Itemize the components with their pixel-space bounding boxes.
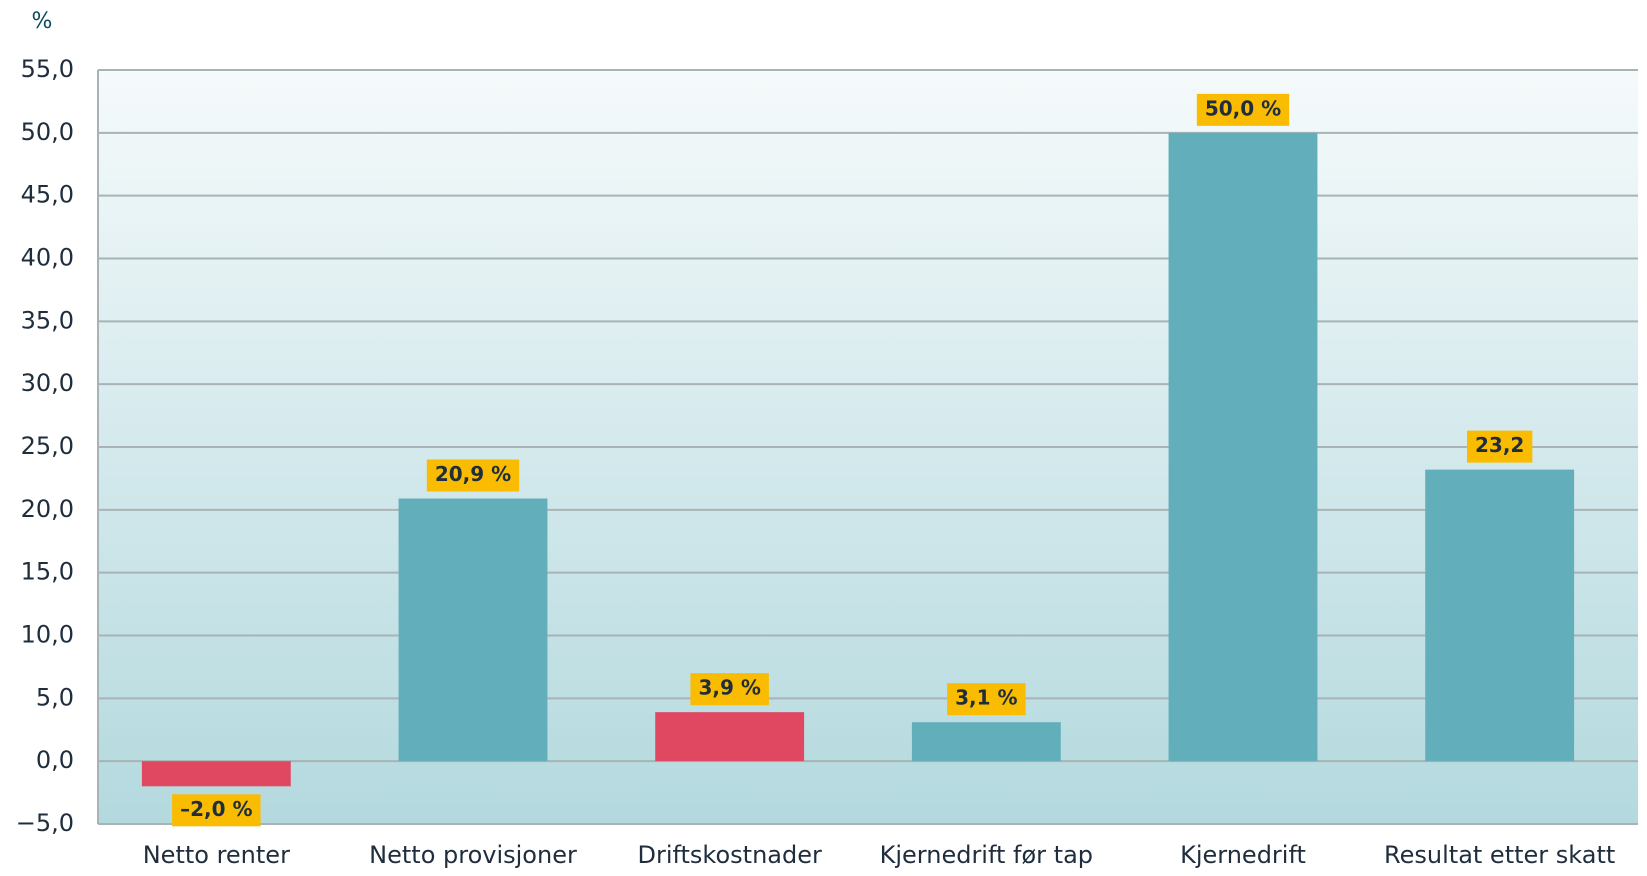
y-tick-label: 50,0: [21, 118, 74, 146]
bar: [1168, 132, 1318, 762]
value-label: 50,0 %: [1205, 96, 1281, 120]
y-tick-label: −5,0: [16, 809, 74, 837]
x-tick-label: Kjernedrift før tap: [880, 841, 1093, 869]
value-label-box: [172, 794, 261, 827]
y-tick-label: 40,0: [21, 244, 74, 272]
y-tick-label: 15,0: [21, 558, 74, 586]
x-tick-label: Kjernedrift: [1180, 841, 1306, 869]
value-label-box: [1466, 430, 1533, 463]
y-tick-label: 55,0: [21, 55, 74, 83]
value-label-box: [1196, 93, 1290, 126]
x-tick-label: Netto provisjoner: [369, 841, 577, 869]
bar: [398, 498, 548, 762]
bar: [911, 722, 1061, 762]
value-label: –2,0 %: [180, 797, 252, 821]
y-tick-label: 25,0: [21, 432, 74, 460]
value-label: 3,1 %: [955, 686, 1017, 710]
y-tick-label: 45,0: [21, 181, 74, 209]
y-tick-label: 10,0: [21, 621, 74, 649]
x-tick-label: Driftskostnader: [637, 841, 822, 869]
value-label-box: [426, 459, 520, 492]
value-label-box: [947, 683, 1026, 716]
value-label: 3,9 %: [698, 676, 760, 700]
x-tick-label: Netto renter: [143, 841, 290, 869]
y-tick-label: 5,0: [36, 683, 74, 711]
value-label: 20,9 %: [435, 462, 511, 486]
bar: [1425, 469, 1575, 762]
x-tick-label: Resultat etter skatt: [1384, 841, 1615, 869]
bar: [655, 712, 805, 762]
y-tick-label: 30,0: [21, 369, 74, 397]
value-label-box: [690, 673, 769, 706]
value-label: 23,2: [1475, 433, 1524, 457]
y-axis-unit: %: [32, 9, 53, 34]
y-tick-label: 20,0: [21, 495, 74, 523]
y-tick-label: 0,0: [36, 746, 74, 774]
y-tick-label: 35,0: [21, 306, 74, 334]
bar: [141, 761, 291, 787]
